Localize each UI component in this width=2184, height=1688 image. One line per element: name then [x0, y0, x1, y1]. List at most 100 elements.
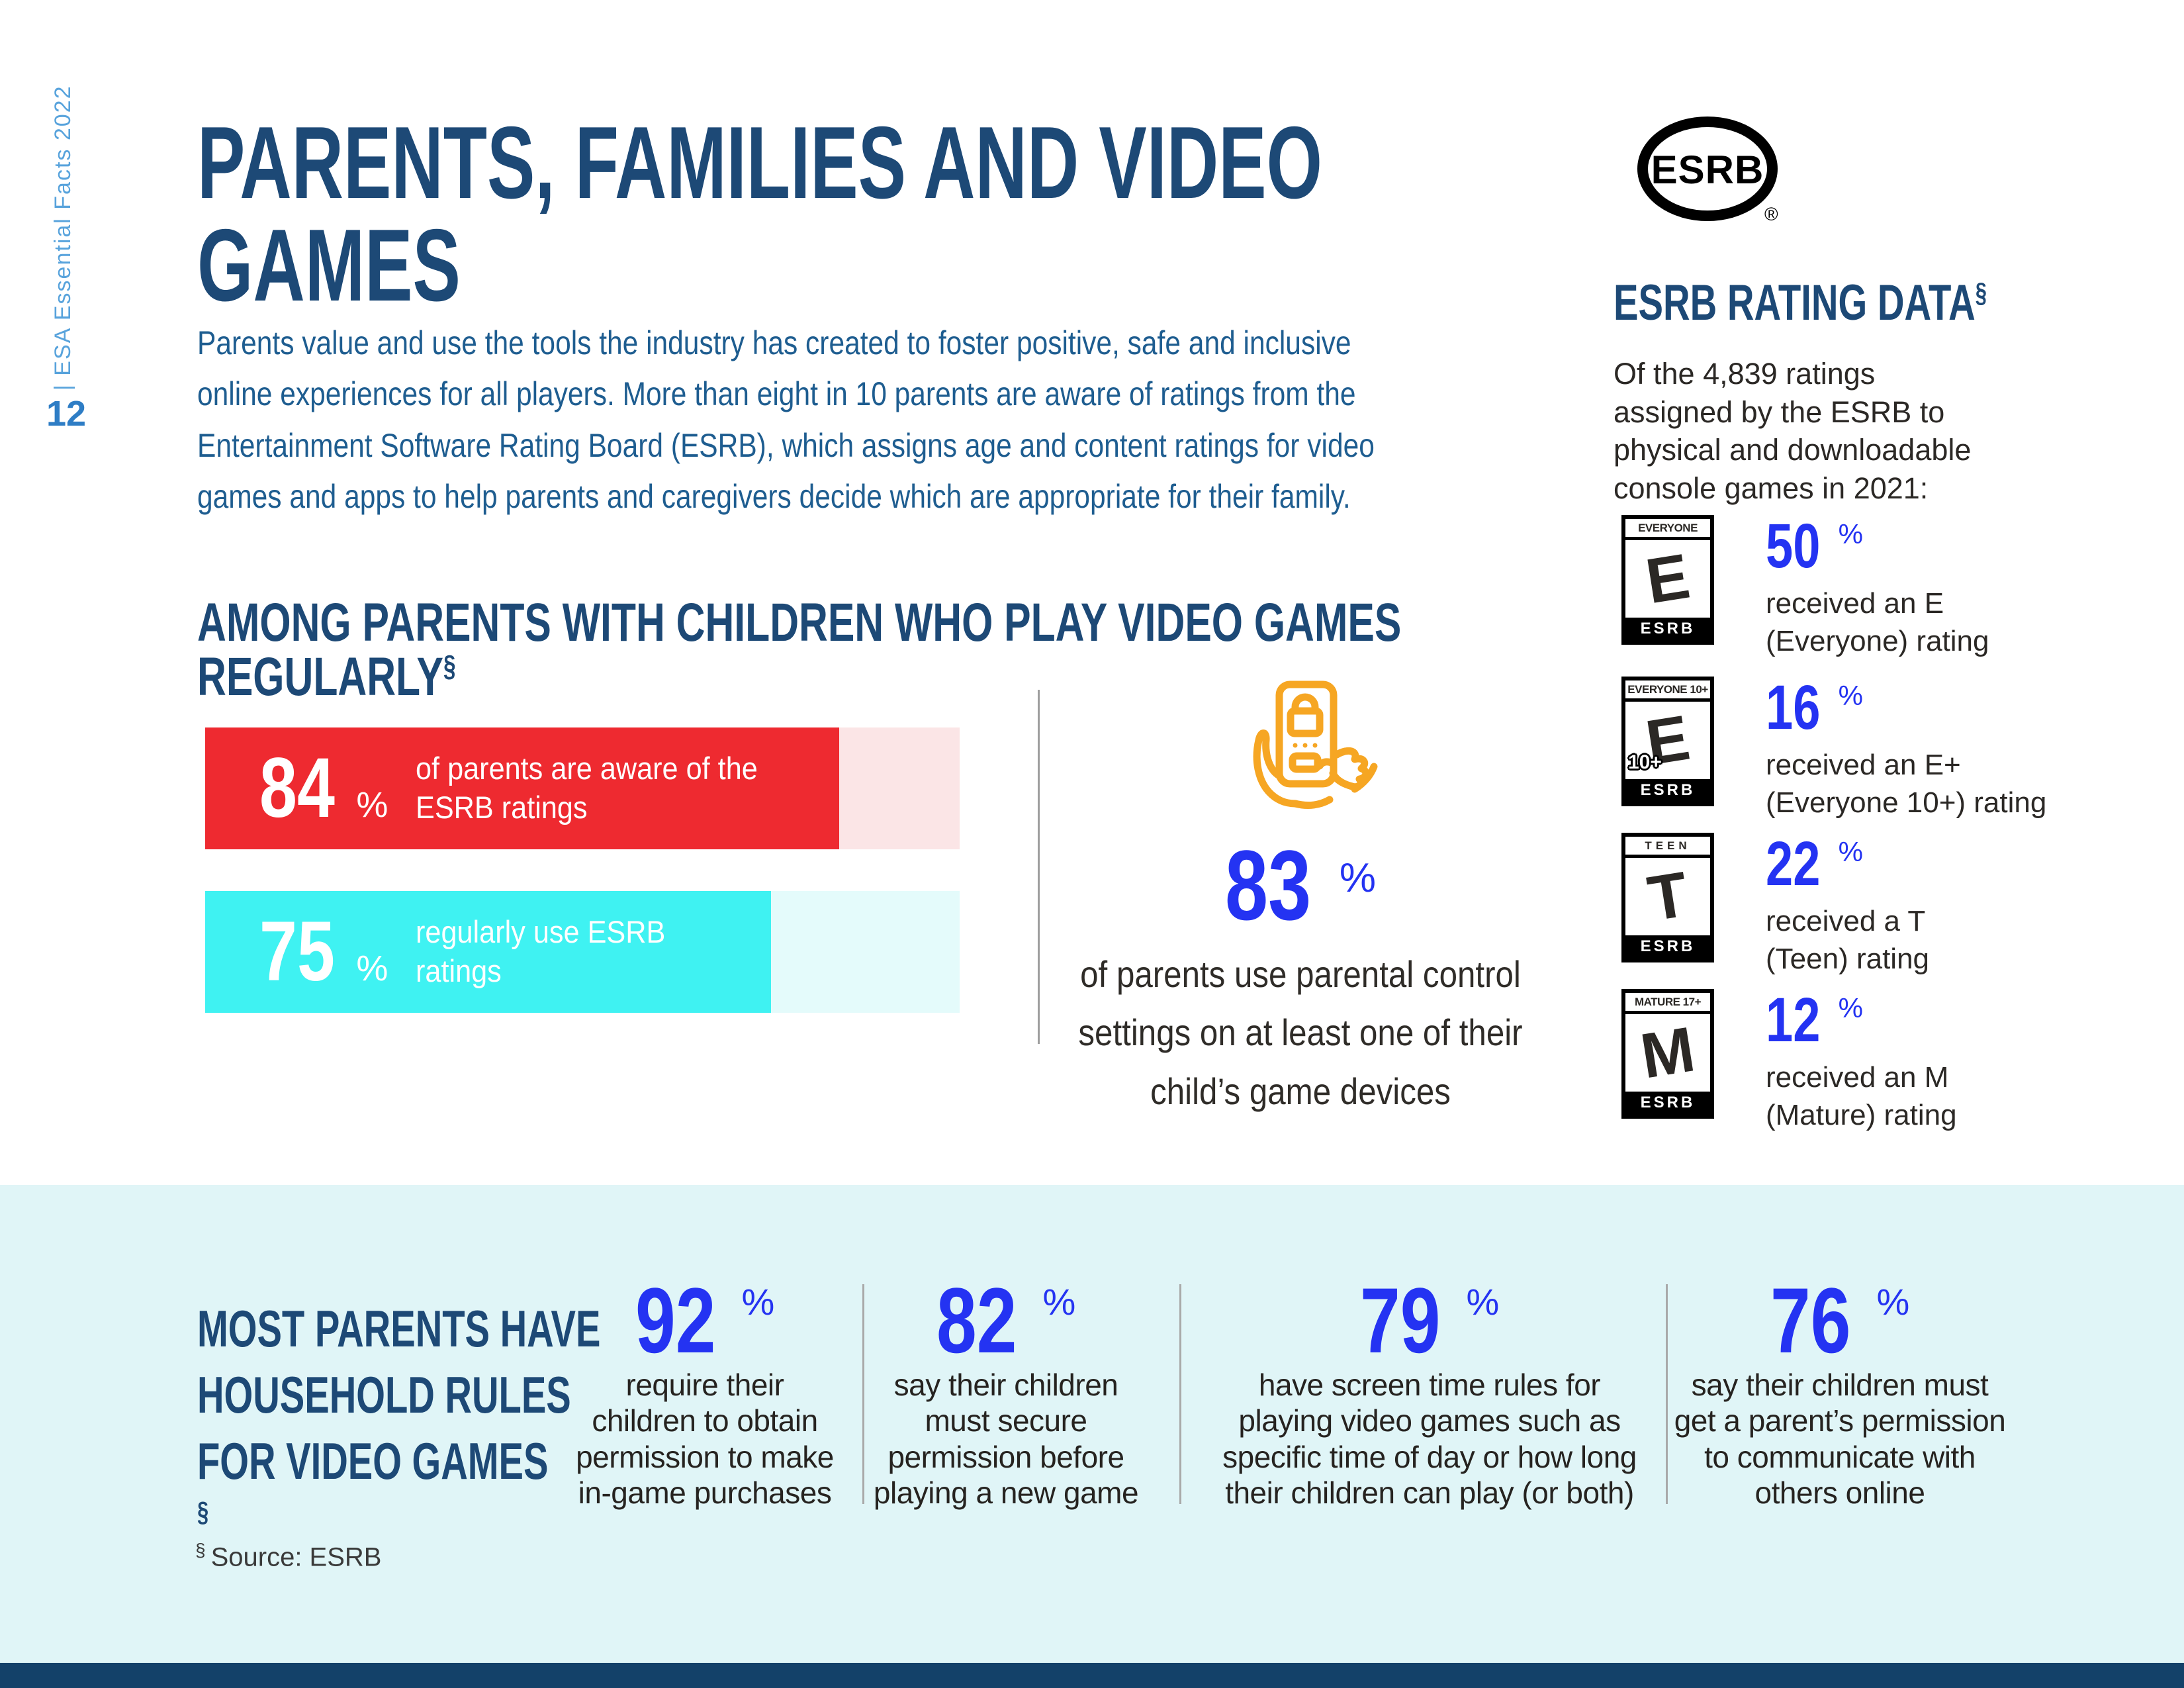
rating-unit: % [1838, 992, 1864, 1023]
intro-paragraph: Parents value and use the tools the indu… [197, 266, 1786, 523]
rating-row-everyone: EVERYONE E ESRB 50 % received an E (Ever… [1621, 515, 1989, 660]
rule-stat-purchases: 92 % require their children to obtain pe… [506, 1274, 903, 1511]
rating-value: 22 [1766, 829, 1821, 899]
stat-value: 79 [1359, 1268, 1441, 1372]
bar-esrb-awareness: 84% of parents are aware of the ESRB rat… [205, 727, 960, 849]
esrb-heading-label: ESRB RATING DATA [1614, 275, 1976, 331]
esrb-logo-text: ESRB [1651, 148, 1764, 192]
stat-unit: % [1466, 1281, 1500, 1323]
badge-letter: T [1643, 858, 1693, 935]
stat-unit: % [1042, 1281, 1076, 1323]
badge-letter-area: E 10+ [1625, 702, 1710, 779]
rating-row-teen: TEEN T ESRB 22 % received a T (Teen) rat… [1621, 833, 1929, 978]
vertical-divider [1038, 690, 1040, 1044]
stat-value: 82 [936, 1268, 1017, 1372]
esrb-heading-footnote-mark: § [1975, 277, 1987, 308]
parental-controls-phone-lock-icon [1253, 680, 1378, 809]
rating-value: 16 [1766, 673, 1821, 743]
rules-heading-footnote-mark: § [197, 1496, 209, 1528]
sidebar-vertical-label: | ESA Essential Facts 2022 [50, 85, 75, 391]
badge-footer: ESRB [1625, 779, 1710, 802]
rating-text: received an E+ (Everyone 10+) rating [1766, 749, 2047, 820]
stat-unit: % [1876, 1281, 1910, 1323]
rating-value: 50 [1766, 511, 1821, 581]
stat-value: 83 [1225, 829, 1312, 941]
intro-text: Parents value and use the tools the indu… [197, 324, 1375, 516]
survey-heading-footnote-mark: § [443, 649, 456, 683]
esrb-heading-text: ESRB RATING DATA§ [1614, 278, 1987, 328]
stat-unit: % [1339, 855, 1376, 901]
rules-heading: MOST PARENTS HAVE HOUSEHOLD RULES FOR VI… [197, 1296, 758, 1530]
survey-heading-text: AMONG PARENTS WITH CHILDREN WHO PLAY VID… [197, 596, 1667, 704]
parental-controls-stat: 83 % [1102, 835, 1499, 935]
stat-text: require their children to obtain permiss… [576, 1368, 834, 1510]
badge-overlay: 10+ [1628, 751, 1662, 773]
esrb-badge-mature-icon: MATURE 17+ M ESRB [1621, 989, 1714, 1119]
column-divider [1179, 1284, 1181, 1504]
badge-letter-area: M [1625, 1013, 1710, 1092]
rating-unit: % [1838, 836, 1864, 867]
badge-footer: ESRB [1625, 1092, 1710, 1115]
badge-category: EVERYONE 10+ [1625, 680, 1710, 702]
rule-stat-online-communication: 76 % say their children must get a paren… [1641, 1274, 2038, 1511]
badge-letter: M [1636, 1013, 1700, 1092]
parental-controls-text-wrap: of parents use parental control settings… [1029, 945, 1572, 1121]
badge-category: EVERYONE [1625, 519, 1710, 540]
rating-unit: % [1838, 518, 1864, 549]
source-footnote: § Source: ESRB [195, 1540, 381, 1572]
rules-heading-lines: MOST PARENTS HAVE HOUSEHOLD RULES FOR VI… [197, 1296, 600, 1530]
rules-heading-line2: HOUSEHOLD RULES [197, 1365, 571, 1424]
rating-info: 50 % received an E (Everyone) rating [1766, 515, 1989, 660]
esrb-panel-heading: ESRB RATING DATA§ [1614, 278, 2118, 328]
page-title-text: PARENTS, FAMILIES AND VIDEO GAMES [197, 105, 1322, 322]
esrb-logo-registered-mark: ® [1764, 204, 1778, 224]
rating-info: 12 % received an M (Mature) rating [1766, 989, 1957, 1134]
rating-unit: % [1838, 680, 1864, 711]
bar-esrb-usage: 75% regularly use ESRB ratings [205, 891, 960, 1013]
bar-content: 84% of parents are aware of the ESRB rat… [205, 746, 788, 831]
bottom-navy-strip [0, 1663, 2184, 1688]
rating-info: 16 % received an E+ (Everyone 10+) ratin… [1766, 677, 2046, 821]
bar-content: 75% regularly use ESRB ratings [205, 910, 771, 994]
esrb-panel-description: Of the 4,839 ratings assigned by the ESR… [1614, 357, 1972, 505]
badge-category: TEEN [1625, 837, 1710, 858]
esrb-badge-teen-icon: TEEN T ESRB [1621, 833, 1714, 962]
bar-label: regularly use ESRB ratings [416, 914, 666, 988]
column-divider [1666, 1284, 1668, 1504]
esrb-badge-everyone-icon: EVERYONE E ESRB [1621, 515, 1714, 645]
survey-section-heading: AMONG PARENTS WITH CHILDREN WHO PLAY VID… [197, 596, 2184, 704]
page-title: PARENTS, FAMILIES AND VIDEO GAMES [197, 111, 2184, 316]
bar-value: 75 [259, 904, 335, 999]
bar-track: 75% regularly use ESRB ratings [205, 891, 960, 1013]
rating-info: 22 % received a T (Teen) rating [1766, 833, 1929, 978]
rating-text: received an E (Everyone) rating [1766, 587, 1989, 658]
bar-fill-75: 75% regularly use ESRB ratings [205, 891, 771, 1013]
badge-letter-area: T [1625, 858, 1710, 935]
esrb-logo: ESRB ® [1637, 117, 1778, 224]
stat-text: have screen time rules for playing video… [1222, 1368, 1637, 1510]
bar-unit: % [356, 949, 388, 988]
stat-value: 76 [1770, 1268, 1851, 1372]
rating-row-mature: MATURE 17+ M ESRB 12 % received an M (Ma… [1621, 989, 1957, 1134]
rule-stat-screen-time: 79 % have screen time rules for playing … [1191, 1274, 1668, 1511]
bar-track: 84% of parents are aware of the ESRB rat… [205, 727, 960, 849]
rules-heading-line3: FOR VIDEO GAMES [197, 1431, 549, 1490]
footnote-symbol: § [195, 1540, 206, 1560]
badge-footer: ESRB [1625, 618, 1710, 641]
rating-value: 12 [1766, 985, 1821, 1055]
bar-label: of parents are aware of the ESRB ratings [416, 751, 758, 825]
stat-text: say their children must get a parent’s p… [1674, 1368, 2006, 1510]
page-number: 12 [46, 394, 87, 434]
stat-unit: % [741, 1281, 775, 1323]
badge-letter: E [1641, 540, 1694, 617]
household-rules-band [0, 1185, 2184, 1663]
esrb-badge-everyone10-icon: EVERYONE 10+ E 10+ ESRB [1621, 677, 1714, 806]
footnote-text: Source: ESRB [210, 1542, 382, 1572]
rule-stat-new-game: 82 % say their children must secure perm… [807, 1274, 1205, 1511]
parental-controls-text: of parents use parental control settings… [1078, 953, 1523, 1112]
stat-value: 92 [635, 1268, 716, 1372]
bar-value: 84 [259, 741, 335, 835]
rating-row-everyone10: EVERYONE 10+ E 10+ ESRB 16 % received an… [1621, 677, 2046, 821]
rules-heading-line1: MOST PARENTS HAVE [197, 1299, 601, 1358]
